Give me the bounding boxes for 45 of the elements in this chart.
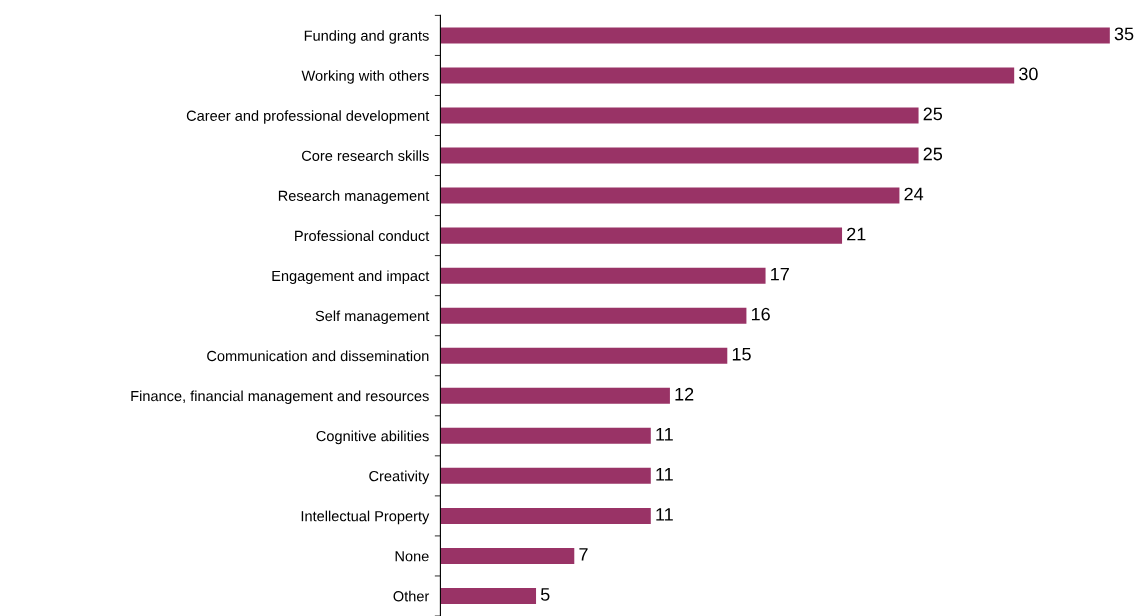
bar	[440, 467, 651, 484]
y-tick-label: Intellectual Property	[301, 510, 430, 525]
bar	[440, 147, 919, 164]
data-label: 30	[1019, 67, 1038, 81]
bar	[440, 187, 900, 204]
y-tick-label: Working with others	[301, 70, 429, 84]
bar	[440, 307, 747, 324]
y-tick-label: Research management	[278, 190, 430, 204]
y-tick-label: Career and professional development	[186, 110, 430, 124]
y-tick-label: Finance, financial management and resources	[131, 390, 429, 405]
bar	[440, 107, 919, 124]
bar	[440, 547, 575, 564]
y-tick-label: Core research skills	[302, 150, 429, 161]
bar	[440, 27, 1110, 44]
y-tick-label: Engagement and impact	[272, 270, 430, 284]
data-label: 5	[540, 588, 550, 601]
y-tick-label: None	[395, 551, 429, 562]
bar	[440, 347, 728, 364]
data-label: 12	[675, 387, 694, 401]
bar	[440, 387, 670, 404]
data-label: 15	[732, 347, 751, 361]
data-label: 7	[579, 548, 588, 561]
data-label: 11	[656, 508, 673, 521]
y-tick-label: Self management	[315, 310, 430, 325]
data-label: 21	[847, 227, 866, 241]
bar	[440, 507, 651, 524]
bar	[440, 227, 843, 244]
bar	[440, 267, 766, 284]
data-label: 25	[923, 147, 943, 161]
data-label: 16	[751, 307, 770, 321]
data-label: 25	[923, 107, 943, 121]
y-tick-label: Creativity	[369, 470, 430, 485]
y-tick-label: Funding and grants	[304, 30, 429, 44]
y-tick-label: Cognitive abilities	[316, 430, 429, 445]
data-label: 11	[656, 468, 673, 481]
data-label: 17	[771, 267, 789, 281]
bar	[440, 67, 1015, 84]
data-label: 11	[656, 428, 673, 441]
bar	[440, 587, 537, 604]
data-label: 35	[1114, 27, 1134, 41]
bar	[440, 427, 651, 444]
y-tick-label: Professional conduct	[295, 230, 430, 242]
y-tick-label: Other	[393, 590, 430, 602]
y-tick-label: Communication and dissemination	[207, 350, 429, 362]
data-label: 24	[904, 187, 924, 201]
